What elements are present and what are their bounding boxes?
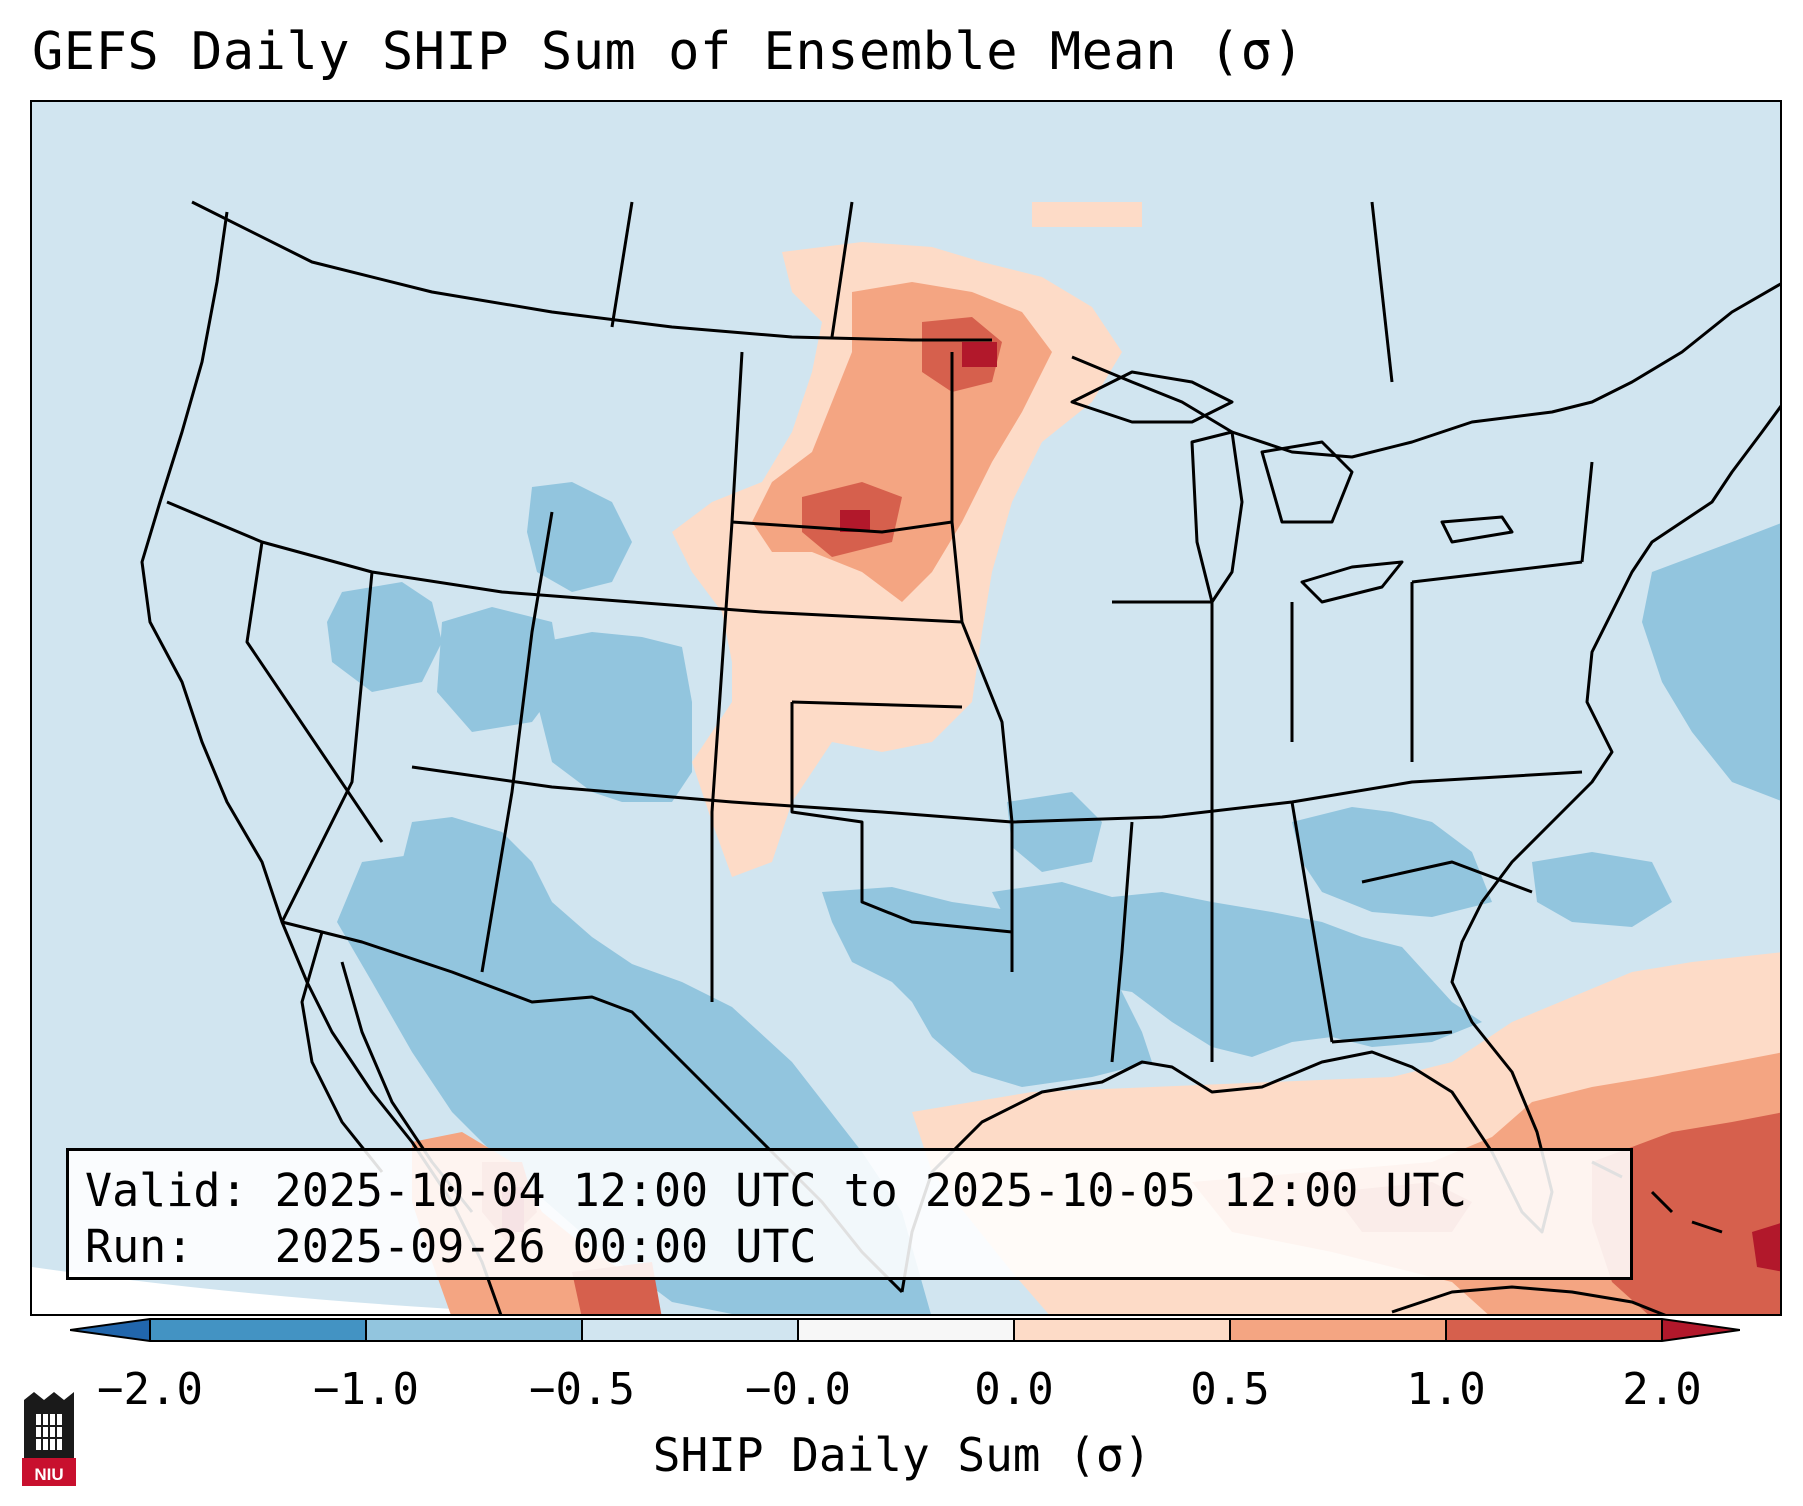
arizona-negative-area [402, 817, 552, 932]
colorbar-tick-label: −1.0 [313, 1364, 419, 1415]
colorbar-tick-label: −0.5 [529, 1364, 635, 1415]
logo-crenellation [24, 1392, 74, 1400]
carolinas-negative-area [1292, 807, 1492, 917]
logo-window-grid [36, 1414, 62, 1450]
state-line-nebraska-north [731, 520, 953, 534]
lake-superior [1070, 370, 1234, 424]
state-line-minnesota-iowa [950, 352, 1014, 972]
state-line-mississippi-west [1110, 821, 1134, 1063]
state-line-colorado-east [710, 351, 744, 1002]
wyoming-negative-area [527, 482, 632, 592]
logo-banner [22, 1458, 76, 1486]
colorado-negative-area [537, 632, 692, 802]
map-svg [32, 102, 1780, 1314]
map-panel [30, 100, 1782, 1316]
baja-west-coastline [300, 931, 384, 1173]
valid-value: 2025-10-04 12:00 UTC to 2025-10-05 12:00… [274, 1164, 1467, 1217]
bahamas-strong-positive [1592, 1112, 1780, 1314]
state-line-oklahoma [790, 702, 1013, 934]
state-line-37n [411, 765, 1013, 824]
great-basin-negative-area [327, 582, 442, 692]
bahamas-peak [1752, 1223, 1780, 1272]
colorbar-bin [150, 1319, 366, 1341]
colorbar-tick-label: 1.0 [1406, 1364, 1486, 1415]
niu-logo: NIU [22, 1392, 76, 1486]
colorbar-tick-label: 0.5 [1190, 1364, 1270, 1415]
state-line-florida-north [1331, 1030, 1453, 1044]
colorbar-extend-low [70, 1319, 150, 1341]
state-line-new-york-south [1411, 560, 1583, 584]
colorbar-bin [1446, 1319, 1662, 1341]
east-coastline [1480, 404, 1780, 903]
colorbar-tick-label: 2.0 [1622, 1364, 1702, 1415]
colorbar-tick-label: −0.0 [745, 1364, 851, 1415]
canada-positive-patch [1032, 202, 1142, 227]
colorbar-ticks [149, 1319, 1663, 1341]
canada-province-line-3 [1370, 201, 1394, 383]
valid-run-info-box: Valid: 2025-10-04 12:00 UTC to 2025-10-0… [66, 1148, 1633, 1280]
canada-province-line-2 [830, 201, 854, 338]
lake-erie [1300, 560, 1404, 604]
projection-edge [32, 1267, 555, 1314]
run-value: 2025-09-26 00:00 UTC [274, 1220, 817, 1273]
colorbar-extend-high [1662, 1319, 1740, 1341]
run-row: Run: 2025-09-26 00:00 UTC [85, 1219, 1614, 1275]
valid-row: Valid: 2025-10-04 12:00 UTC to 2025-10-0… [85, 1163, 1614, 1219]
run-label: Run: [85, 1220, 194, 1273]
lake-michigan [1190, 430, 1244, 604]
canada-province-line-1 [610, 201, 634, 328]
valid-label: Valid: [85, 1164, 248, 1217]
state-line-arizona-west [280, 571, 374, 923]
colorbar-bin [366, 1319, 582, 1341]
colorbar [70, 1318, 1740, 1342]
minnesota-peak [962, 342, 997, 367]
west-coastline [140, 211, 503, 1314]
colorbar-bin [582, 1319, 798, 1341]
state-line-kansas-north [791, 700, 963, 709]
atlantic-negative-area [1642, 523, 1780, 801]
south-dakota-peak [840, 510, 870, 532]
colorbar-tick-label: 0.0 [974, 1364, 1054, 1415]
colorbar-bin [1230, 1319, 1446, 1341]
lake-ontario [1440, 515, 1514, 544]
us-canada-border-east [1071, 282, 1780, 459]
southeast-negative-patch [1532, 852, 1672, 927]
chart-title: GEFS Daily SHIP Sum of Ensemble Mean (σ) [32, 22, 1305, 82]
logo-text: NIU [34, 1465, 63, 1484]
arklatex-negative-patch [1007, 792, 1102, 872]
colorbar-bin [1014, 1319, 1230, 1341]
state-line-42n [166, 500, 963, 624]
cuba-coastline [1391, 1285, 1667, 1314]
colorbar-tick-label: −2.0 [97, 1364, 203, 1415]
gulf-coastline [900, 901, 1554, 1293]
state-line-new-england [1580, 461, 1594, 563]
colorbar-label: SHIP Daily Sum (σ) [652, 1428, 1152, 1482]
gulf-states-negative-area [992, 882, 1482, 1057]
state-line-utah-east [480, 511, 554, 973]
state-line-south-carolina [1361, 860, 1533, 894]
state-line-alabama-east [1290, 801, 1334, 1043]
colorbar-bin [798, 1319, 1014, 1341]
state-line-nevada [245, 541, 384, 843]
lake-huron [1260, 440, 1354, 524]
